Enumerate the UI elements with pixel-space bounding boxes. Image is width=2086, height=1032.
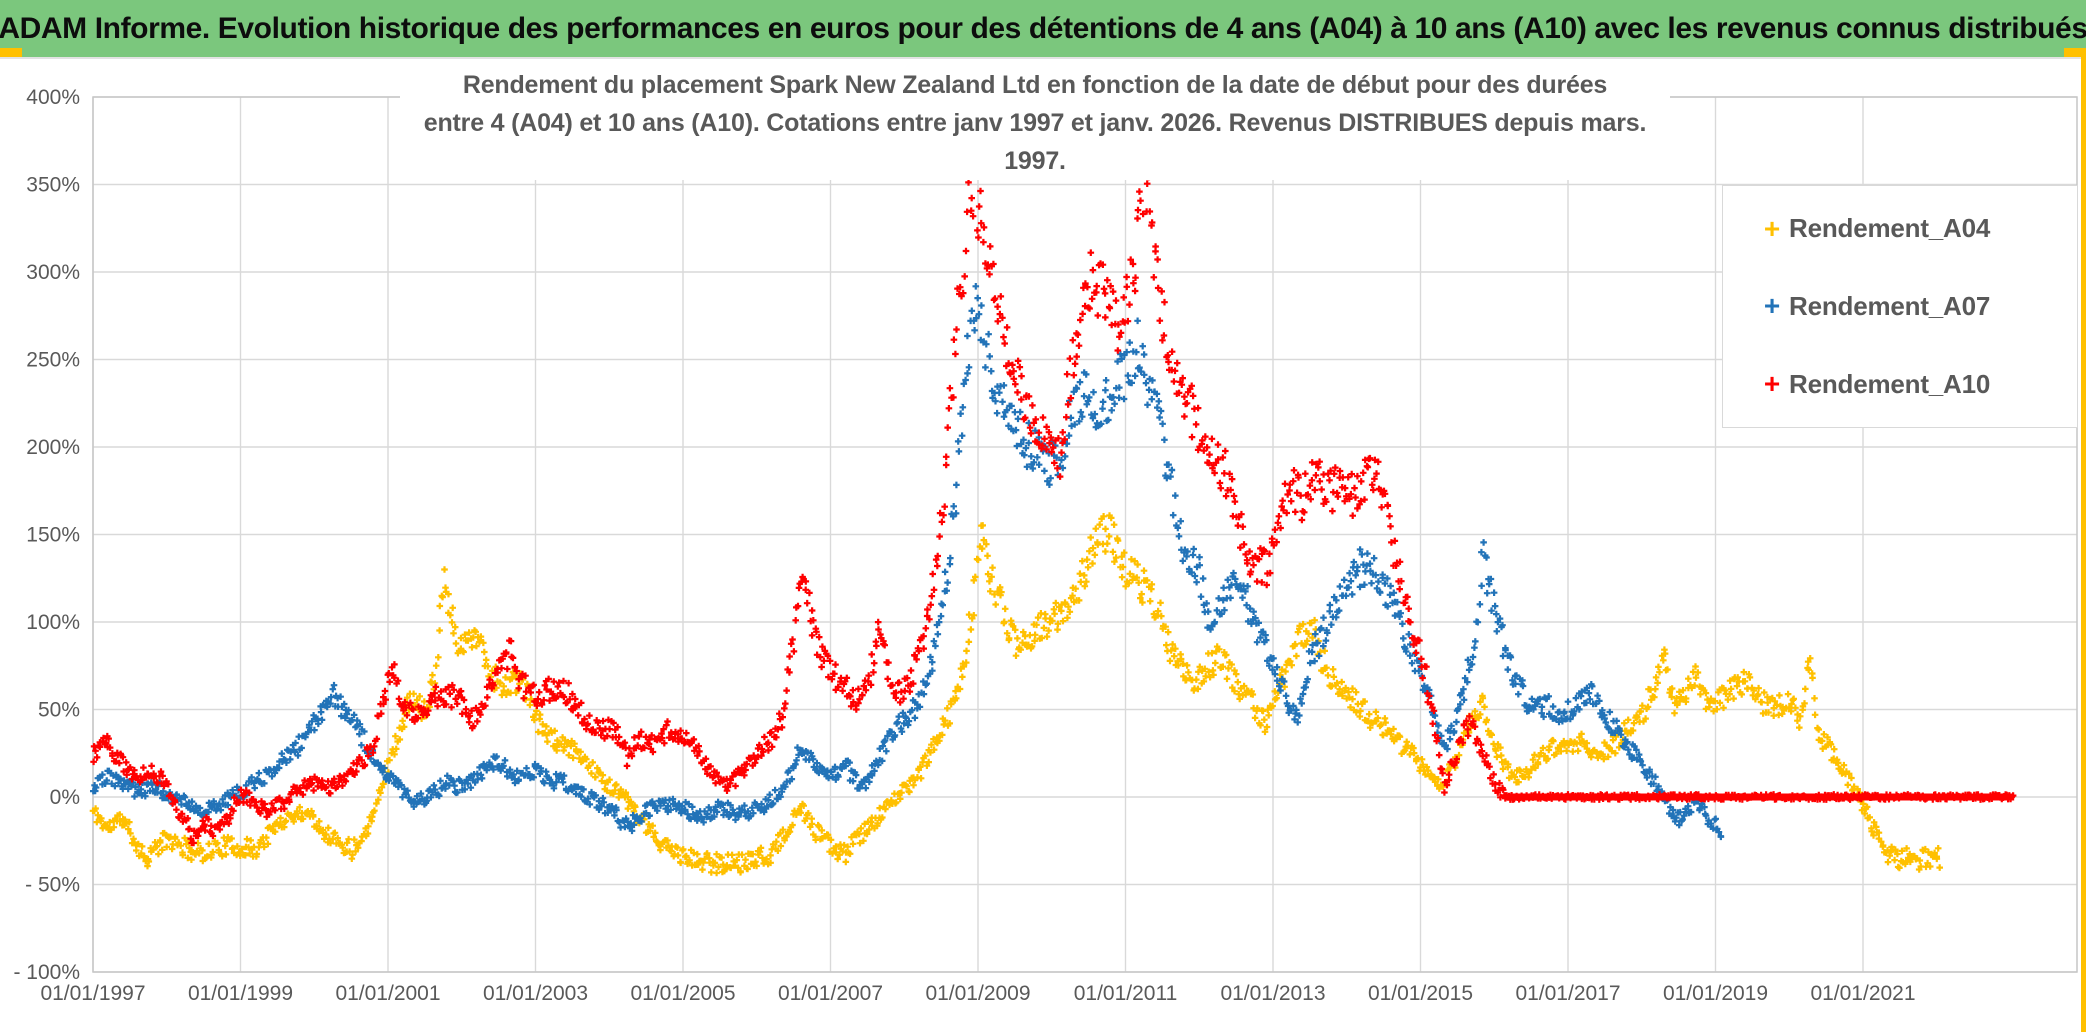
legend-label: Rendement_A07	[1789, 290, 1991, 321]
plus-marker-icon: +	[1763, 290, 1781, 322]
svg-text:01/01/2017: 01/01/2017	[1515, 982, 1620, 1005]
right-edge-accent	[2081, 57, 2086, 1032]
window-title-bar: ADAM Informe. Evolution historique des p…	[0, 0, 2086, 59]
svg-text:100%: 100%	[26, 611, 80, 634]
left-orange-accent	[0, 48, 22, 57]
chart-title: Rendement du placement Spark New Zealand…	[400, 66, 1670, 180]
svg-text:- 50%: - 50%	[25, 874, 80, 897]
svg-text:01/01/2011: 01/01/2011	[1074, 982, 1178, 1005]
svg-text:400%: 400%	[26, 86, 80, 109]
svg-text:01/01/1999: 01/01/1999	[188, 982, 293, 1005]
svg-text:01/01/2003: 01/01/2003	[483, 982, 588, 1005]
right-orange-accent	[2064, 48, 2086, 57]
chart-legend: + Rendement_A04 + Rendement_A07 + Rendem…	[1722, 185, 2078, 428]
svg-text:200%: 200%	[26, 436, 80, 459]
svg-text:01/01/2001: 01/01/2001	[335, 982, 440, 1005]
svg-text:01/01/2019: 01/01/2019	[1663, 982, 1768, 1005]
legend-label: Rendement_A04	[1789, 213, 1991, 244]
svg-text:350%: 350%	[26, 174, 80, 197]
svg-text:250%: 250%	[26, 349, 80, 372]
svg-text:0%: 0%	[50, 786, 80, 809]
svg-text:01/01/2007: 01/01/2007	[778, 982, 883, 1005]
svg-text:50%: 50%	[38, 699, 80, 722]
svg-text:- 100%: - 100%	[13, 961, 80, 984]
legend-entry-a10[interactable]: + Rendement_A10	[1723, 369, 2077, 400]
svg-text:01/01/2021: 01/01/2021	[1810, 982, 1915, 1005]
window-title: ADAM Informe. Evolution historique des p…	[0, 11, 2086, 45]
svg-text:01/01/2015: 01/01/2015	[1368, 982, 1473, 1005]
legend-entry-a07[interactable]: + Rendement_A07	[1723, 291, 2077, 322]
legend-entry-a04[interactable]: + Rendement_A04	[1723, 213, 2077, 244]
chart-title-line2: entre 4 (A04) et 10 ans (A10). Cotations…	[423, 109, 1647, 175]
svg-text:150%: 150%	[26, 524, 80, 547]
plus-marker-icon: +	[1763, 368, 1781, 400]
plus-marker-icon: +	[1763, 212, 1781, 244]
svg-text:300%: 300%	[26, 261, 80, 284]
chart-title-line1: Rendement du placement Spark New Zealand…	[462, 71, 1608, 99]
svg-text:01/01/2009: 01/01/2009	[925, 982, 1030, 1005]
svg-text:01/01/2013: 01/01/2013	[1220, 982, 1325, 1005]
svg-text:01/01/2005: 01/01/2005	[630, 982, 735, 1005]
legend-label: Rendement_A10	[1789, 368, 1991, 399]
svg-text:01/01/1997: 01/01/1997	[40, 982, 145, 1005]
